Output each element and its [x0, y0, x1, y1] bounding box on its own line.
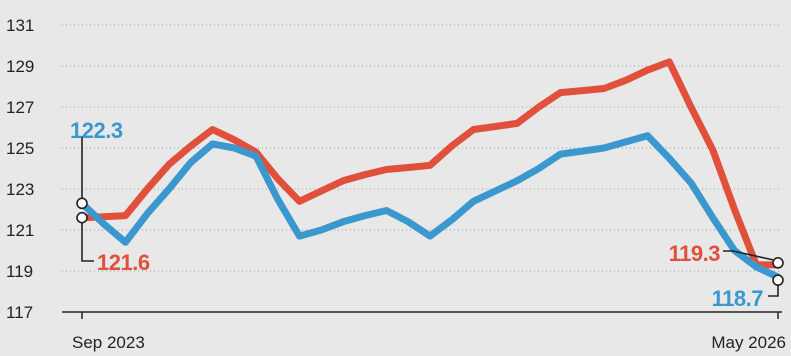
x-tick-label: Sep 2023 [72, 333, 145, 352]
end-marker-red [772, 257, 784, 269]
y-tick-label: 129 [6, 57, 34, 76]
series-line-1 [78, 132, 782, 281]
y-tick-label: 121 [6, 221, 34, 240]
leader-line [723, 250, 774, 261]
data-label-start-red: 121.6 [97, 250, 150, 275]
y-axis-ticks: 117 119 121 123 125 127 129 131 [6, 16, 34, 322]
leader-line [81, 136, 90, 199]
x-axis: Sep 2023 May 2026 [62, 311, 786, 352]
start-marker-blue [76, 197, 88, 210]
y-tick-label: 119 [6, 262, 33, 281]
data-label-end-red: 119.3 [669, 241, 721, 266]
series-lines [78, 58, 782, 281]
y-tick-label: 123 [6, 180, 34, 199]
y-tick-label: 125 [6, 139, 34, 158]
y-tick-label: 127 [6, 98, 34, 117]
leader-line [768, 285, 779, 297]
gridlines [62, 24, 782, 272]
data-labels: 122.3 121.6 119.3 118.7 [70, 118, 784, 311]
start-marker-red [76, 211, 88, 224]
x-tick-label: May 2026 [711, 333, 786, 352]
y-tick-label: 117 [6, 303, 33, 322]
data-label-start-blue: 122.3 [70, 118, 123, 143]
series-line-0 [78, 58, 782, 269]
end-marker-blue [772, 274, 784, 286]
leader-line [81, 222, 94, 262]
y-tick-label: 131 [6, 16, 34, 35]
data-label-end-blue: 118.7 [712, 286, 764, 311]
